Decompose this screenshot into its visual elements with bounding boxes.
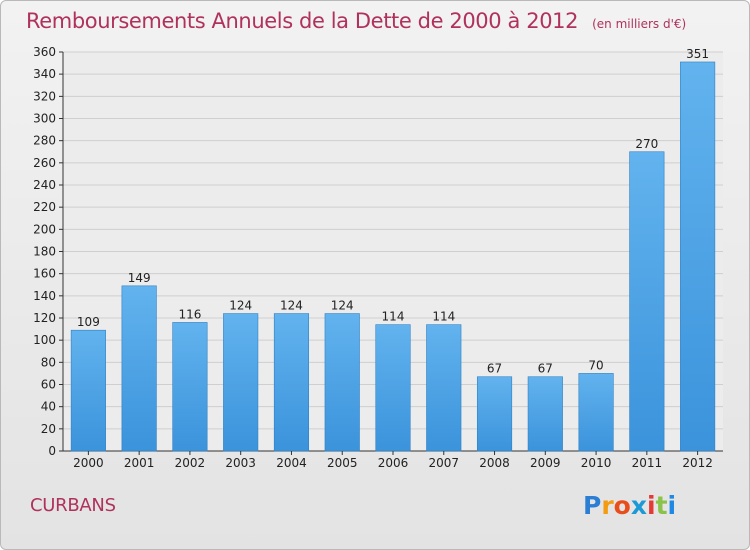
x-tick-label: 2006 [378, 456, 409, 470]
x-tick-label: 2009 [530, 456, 561, 470]
y-tick-label: 260 [33, 156, 56, 170]
data-label: 124 [229, 299, 252, 313]
bar-2011 [629, 151, 665, 452]
bar-2007 [426, 324, 462, 452]
x-tick-label: 2012 [682, 456, 713, 470]
x-tick-label: 2010 [581, 456, 612, 470]
x-tick-label: 2008 [479, 456, 510, 470]
data-label: 114 [382, 310, 405, 324]
y-tick-label: 280 [33, 134, 56, 148]
y-tick-label: 40 [41, 400, 56, 414]
y-tick-label: 180 [33, 245, 56, 259]
y-tick-label: 0 [48, 444, 56, 458]
bar-2002 [172, 322, 208, 452]
data-label: 67 [538, 362, 553, 376]
data-label: 116 [178, 307, 201, 321]
data-label: 270 [635, 137, 658, 151]
x-tick-label: 2011 [632, 456, 663, 470]
y-tick-label: 360 [33, 45, 56, 59]
y-tick-label: 200 [33, 222, 56, 236]
bar-2003 [223, 313, 259, 452]
chart-title: Remboursements Annuels de la Dette de 20… [26, 9, 686, 33]
logo-letter: x [630, 491, 647, 520]
data-label: 149 [128, 271, 151, 285]
logo-letter: P [583, 491, 602, 520]
bar-2001 [121, 285, 157, 452]
bar-2010 [578, 373, 614, 452]
logo-letter: o [613, 491, 631, 520]
x-tick-label: 2000 [73, 456, 104, 470]
data-label: 114 [432, 310, 455, 324]
logo-letter: t [655, 491, 668, 520]
bar-2004 [273, 313, 310, 452]
data-label: 351 [686, 47, 709, 61]
y-tick-label: 340 [33, 67, 56, 81]
x-tick-label: 2004 [276, 456, 307, 470]
x-tick-label: 2005 [327, 456, 358, 470]
y-tick-label: 120 [33, 311, 56, 325]
y-tick-label: 140 [33, 289, 56, 303]
commune-name: CURBANS [30, 495, 116, 516]
data-label: 109 [77, 315, 100, 329]
bar-2009 [527, 376, 563, 452]
y-tick-label: 100 [33, 333, 56, 347]
y-tick-label: 300 [33, 112, 56, 126]
data-label: 124 [331, 299, 354, 313]
y-tick-label: 20 [41, 422, 56, 436]
data-label: 124 [280, 299, 303, 313]
y-tick-label: 320 [33, 89, 56, 103]
y-tick-label: 220 [33, 200, 56, 214]
x-tick-label: 2001 [124, 456, 155, 470]
x-tick-label: 2002 [175, 456, 206, 470]
data-label: 67 [487, 362, 502, 376]
chart-subtitle: (en milliers d'€) [592, 17, 687, 31]
bar-2005 [324, 313, 360, 452]
y-tick-label: 160 [33, 267, 56, 281]
logo-letter: i [667, 491, 677, 520]
bar-2012 [680, 61, 716, 452]
bar-2008 [476, 376, 513, 452]
x-tick-label: 2003 [225, 456, 256, 470]
x-tick-label: 2007 [428, 456, 459, 470]
y-tick-label: 240 [33, 178, 56, 192]
title-text: Remboursements Annuels de la Dette de 20… [26, 9, 579, 33]
proxiti-logo: Proxiti [583, 491, 676, 520]
data-label: 70 [588, 358, 603, 372]
y-tick-label: 80 [41, 355, 56, 369]
bar-2000 [70, 329, 106, 452]
logo-letter: r [601, 491, 614, 520]
logo-letter: i [647, 491, 656, 520]
bar-2006 [375, 324, 411, 452]
y-tick-label: 60 [41, 378, 56, 392]
